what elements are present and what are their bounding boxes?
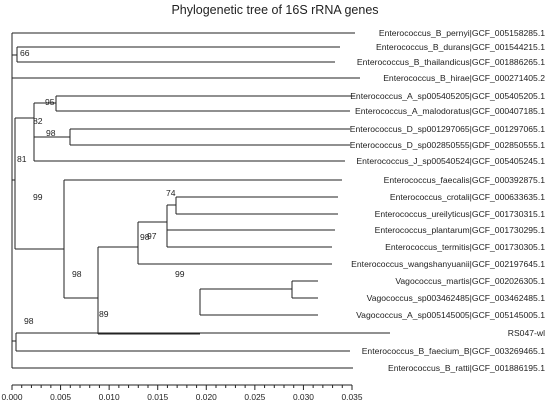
leaf-label: Enterococcus_ureilyticus|GCF_001730315.1 — [375, 209, 546, 219]
leaf-label: Enterococcus_B_thailandicus|GCF_00188626… — [357, 57, 545, 67]
leaf-label: Vagococcus_A_sp005145005|GCF_005145005.1 — [356, 310, 545, 320]
bootstrap-value: 98 — [46, 128, 56, 138]
bootstrap-value: 82 — [33, 116, 43, 126]
leaf-label: Enterococcus_B_faecium_B|GCF_003269465.1 — [362, 346, 546, 356]
bootstrap-value: 89 — [99, 309, 109, 319]
leaf-label: Enterococcus_B_ratti|GCF_001886195.1 — [388, 363, 545, 373]
bootstrap-value: 97 — [147, 231, 157, 241]
bootstrap-value: 74 — [166, 188, 176, 198]
bootstrap-value: 95 — [45, 97, 55, 107]
leaf-label: Enterococcus_A_malodoratus|GCF_000407185… — [355, 106, 545, 116]
leaf-label: Enterococcus_B_hirae|GCF_000271405.2 — [383, 73, 545, 83]
leaf-label: Enterococcus_crotali|GCF_000633635.1 — [390, 192, 545, 202]
bootstrap-value: 66 — [20, 48, 30, 58]
leaf-label: Enterococcus_wangshanyuanii|GCF_00219764… — [351, 259, 545, 269]
leaf-label: Vagococcus_sp003462485|GCF_003462485.1 — [367, 293, 546, 303]
leaf-label: Enterococcus_plantarum|GCF_001730295.1 — [375, 225, 546, 235]
scale-tick-label: 0.025 — [244, 392, 265, 402]
bootstrap-value: 99 — [33, 192, 43, 202]
leaf-label: Enterococcus_D_sp002850555|GDF_002850555… — [350, 140, 545, 150]
tree-title: Phylogenetic tree of 16S rRNA genes — [171, 3, 379, 17]
leaf-label: Enterococcus_D_sp001297065|GCF_001297065… — [350, 124, 545, 134]
scale-tick-label: 0.010 — [99, 392, 120, 402]
bootstrap-value: 99 — [175, 269, 185, 279]
scale-tick-label: 0.005 — [50, 392, 71, 402]
scale-tick-label: 0.020 — [196, 392, 217, 402]
scale-tick-label: 0.035 — [342, 392, 363, 402]
leaf-label: Enterococcus_B_pernyi|GCF_005158285.1 — [379, 28, 545, 38]
bootstrap-value: 81 — [17, 154, 27, 164]
leaf-label: Enterococcus_A_sp005405205|GCF_005405205… — [350, 91, 545, 101]
bootstrap-value: 98 — [72, 269, 82, 279]
leaf-label: Enterococcus_B_durans|GCF_001544215.1 — [376, 42, 545, 52]
bootstrap-value: 98 — [140, 232, 150, 242]
leaf-label: Enterococcus_faecalis|GCF_000392875.1 — [384, 175, 546, 185]
leaf-label: Vagococcus_martis|GCF_002026305.1 — [395, 276, 545, 286]
leaf-label: RS047-wl — [508, 328, 545, 338]
bootstrap-value: 98 — [24, 316, 34, 326]
leaf-label: Enterococcus_J_sp00540524|GCF_005405245.… — [356, 156, 545, 166]
scale-tick-label: 0.000 — [2, 392, 23, 402]
scale-tick-label: 0.015 — [147, 392, 168, 402]
scale-tick-label: 0.030 — [293, 392, 314, 402]
leaf-label: Enterococcus_termitis|GCF_001730305.1 — [385, 242, 545, 252]
